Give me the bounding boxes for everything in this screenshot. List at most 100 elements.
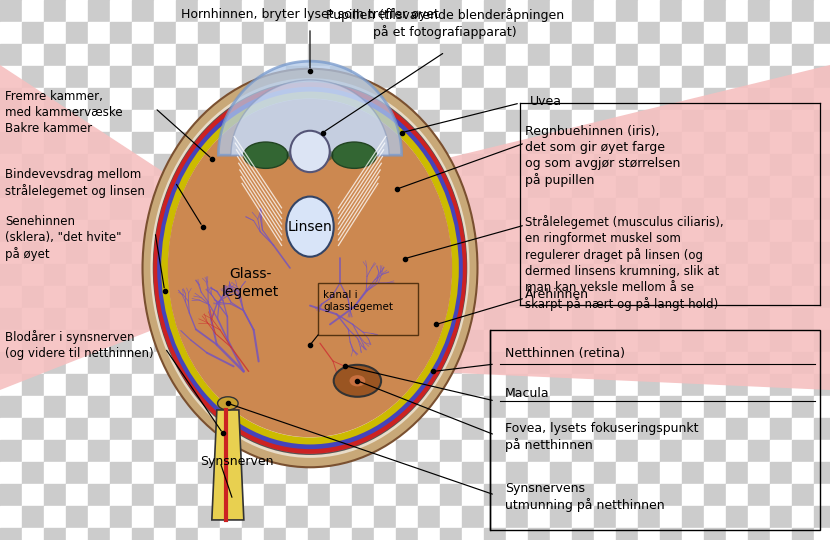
Bar [330,44,352,66]
Bar [594,374,616,396]
Bar [682,132,704,154]
Bar [506,110,528,132]
Bar [374,66,396,88]
Bar [110,308,132,330]
Bar [594,220,616,242]
Bar [242,286,264,308]
Bar [132,330,154,352]
Polygon shape [212,410,244,520]
Bar [264,88,286,110]
Bar [704,440,726,462]
Bar [440,330,462,352]
Bar [792,286,814,308]
Bar [704,462,726,484]
Bar [594,110,616,132]
Bar [198,132,220,154]
Bar [374,396,396,418]
Bar [440,506,462,528]
Bar [352,440,374,462]
Bar [88,88,110,110]
Text: Strålelegemet (musculus ciliaris),
en ringformet muskel som
regulerer draget på : Strålelegemet (musculus ciliaris), en ri… [525,215,724,312]
Bar [198,352,220,374]
Text: Netthinnen (retina): Netthinnen (retina) [505,347,625,360]
Bar [66,242,88,264]
Bar [374,308,396,330]
Bar [66,506,88,528]
Bar [462,220,484,242]
Bar [814,66,830,88]
Bar [748,264,770,286]
Bar [484,88,506,110]
Bar [660,374,682,396]
Text: Fovea, lysets fokuseringspunkt
på netthinnen: Fovea, lysets fokuseringspunkt på netthi… [505,422,699,453]
Bar [792,440,814,462]
Text: Regnbuehinnen (iris),
det som gir øyet farge
og som avgjør størrelsen
på pupille: Regnbuehinnen (iris), det som gir øyet f… [525,125,681,187]
Bar [726,528,748,540]
Bar [792,374,814,396]
Bar [176,22,198,44]
Bar [506,418,528,440]
Text: Glass-
legemet: Glass- legemet [222,267,279,299]
Bar [198,286,220,308]
Bar [66,88,88,110]
Bar [0,374,22,396]
Bar [748,286,770,308]
Bar [396,176,418,198]
Bar [682,22,704,44]
Bar [682,286,704,308]
Bar [462,110,484,132]
Bar [154,0,176,22]
Bar [176,66,198,88]
Bar [638,110,660,132]
Bar [66,44,88,66]
Bar [396,330,418,352]
Bar [418,110,440,132]
Bar [660,440,682,462]
Text: Blodårer i synsnerven
(og videre til netthinnen): Blodårer i synsnerven (og videre til net… [5,330,154,360]
Bar [726,176,748,198]
Bar [220,374,242,396]
Bar [110,88,132,110]
Bar [792,396,814,418]
Bar [0,462,22,484]
Bar [726,110,748,132]
Bar [308,308,330,330]
Bar [704,264,726,286]
Bar [132,22,154,44]
Bar [572,484,594,506]
Bar [264,506,286,528]
Bar [352,528,374,540]
Bar [462,462,484,484]
Bar [286,462,308,484]
Bar [616,528,638,540]
Bar [154,220,176,242]
Bar [660,154,682,176]
Bar [704,528,726,540]
Bar [418,286,440,308]
Bar [242,66,264,88]
Bar [330,0,352,22]
Bar [638,44,660,66]
Bar [286,242,308,264]
Bar [330,528,352,540]
Bar [616,330,638,352]
Bar [0,440,22,462]
Bar [154,264,176,286]
Bar [352,88,374,110]
Bar [682,198,704,220]
Bar [374,440,396,462]
Bar [616,44,638,66]
Bar [770,352,792,374]
Bar [132,132,154,154]
Bar [726,44,748,66]
Bar [484,242,506,264]
Bar [88,0,110,22]
Bar [286,506,308,528]
Text: Linsen: Linsen [288,220,332,234]
Bar [374,220,396,242]
Bar [242,330,264,352]
Bar [88,418,110,440]
Bar [462,44,484,66]
Ellipse shape [290,131,330,172]
Bar [330,308,352,330]
